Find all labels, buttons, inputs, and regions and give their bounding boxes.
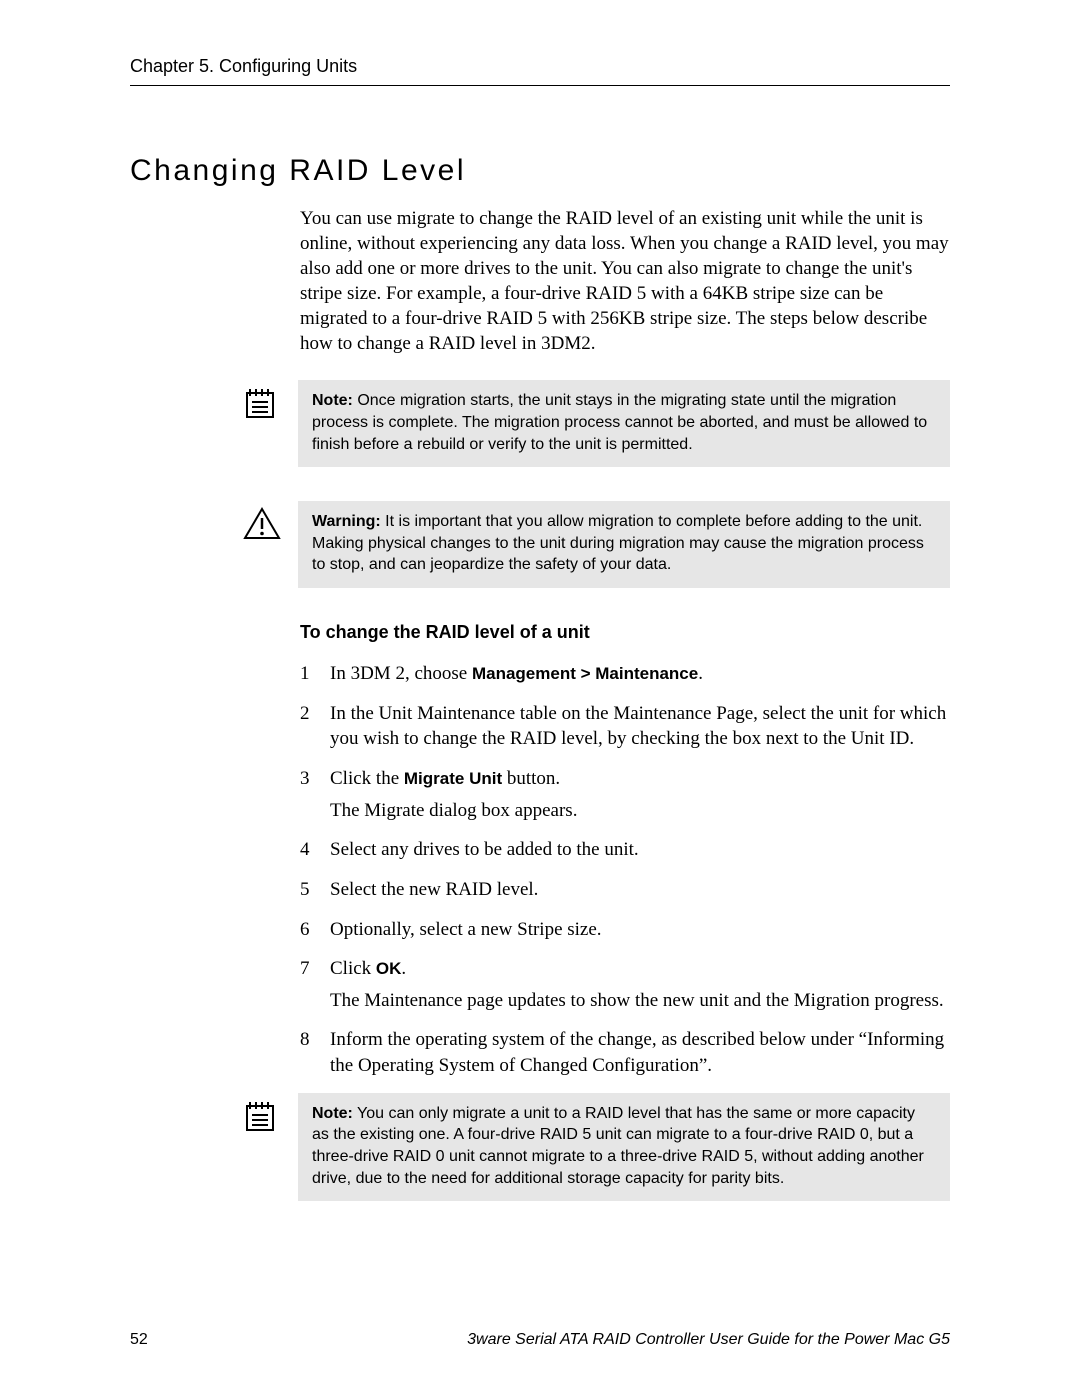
- step-number: 8: [300, 1027, 330, 1078]
- step-text: Click the: [330, 768, 404, 789]
- step-text: Select the new RAID level.: [330, 877, 950, 903]
- intro-paragraph: You can use migrate to change the RAID l…: [300, 206, 950, 356]
- procedure-heading: To change the RAID level of a unit: [300, 622, 950, 643]
- warning-icon: [240, 501, 284, 541]
- step: 7 Click OK. The Maintenance page updates…: [300, 956, 950, 1013]
- running-head: Chapter 5. Configuring Units: [130, 56, 950, 86]
- step-text: Inform the operating system of the chang…: [330, 1027, 950, 1078]
- step-text: Optionally, select a new Stripe size.: [330, 917, 950, 943]
- step-text: In the Unit Maintenance table on the Mai…: [330, 701, 950, 752]
- step-text: Select any drives to be added to the uni…: [330, 837, 950, 863]
- note-text: Once migration starts, the unit stays in…: [312, 392, 927, 452]
- procedure-steps: 1 In 3DM 2, choose Management > Maintena…: [300, 661, 950, 1079]
- warning-text: It is important that you allow migration…: [312, 513, 924, 573]
- step: 5 Select the new RAID level.: [300, 877, 950, 903]
- step-bold: Migrate Unit: [404, 769, 502, 788]
- step-bold: OK: [376, 959, 402, 978]
- step-number: 7: [300, 956, 330, 1013]
- page-number: 52: [130, 1331, 148, 1349]
- step-number: 2: [300, 701, 330, 752]
- step-bold: Management > Maintenance: [472, 664, 698, 683]
- warning-callout: Warning: It is important that you allow …: [240, 501, 950, 588]
- note-box: Note: You can only migrate a unit to a R…: [298, 1093, 950, 1201]
- step: 1 In 3DM 2, choose Management > Maintena…: [300, 661, 950, 687]
- step-after: The Maintenance page updates to show the…: [330, 988, 950, 1014]
- note-callout: Note: You can only migrate a unit to a R…: [240, 1093, 950, 1201]
- warning-label: Warning:: [312, 513, 381, 530]
- step-after: The Migrate dialog box appears.: [330, 798, 950, 824]
- note-label: Note:: [312, 1105, 353, 1122]
- note-label: Note:: [312, 392, 353, 409]
- step-text: button.: [502, 768, 560, 789]
- step: 3 Click the Migrate Unit button. The Mig…: [300, 766, 950, 823]
- step: 6 Optionally, select a new Stripe size.: [300, 917, 950, 943]
- step-text: Click: [330, 958, 376, 979]
- step-number: 5: [300, 877, 330, 903]
- note-icon: [240, 380, 284, 420]
- book-title: 3ware Serial ATA RAID Controller User Gu…: [467, 1331, 950, 1349]
- step: 2 In the Unit Maintenance table on the M…: [300, 701, 950, 752]
- step-number: 3: [300, 766, 330, 823]
- note-text: You can only migrate a unit to a RAID le…: [312, 1105, 924, 1187]
- step: 8 Inform the operating system of the cha…: [300, 1027, 950, 1078]
- step-text: In 3DM 2, choose: [330, 663, 472, 684]
- step-number: 6: [300, 917, 330, 943]
- step-text: .: [698, 663, 703, 684]
- section-title: Changing RAID Level: [130, 154, 950, 188]
- step-number: 1: [300, 661, 330, 687]
- note-icon: [240, 1093, 284, 1133]
- step-text: .: [401, 958, 406, 979]
- step: 4 Select any drives to be added to the u…: [300, 837, 950, 863]
- step-number: 4: [300, 837, 330, 863]
- warning-box: Warning: It is important that you allow …: [298, 501, 950, 588]
- note-callout: Note: Once migration starts, the unit st…: [240, 380, 950, 467]
- note-box: Note: Once migration starts, the unit st…: [298, 380, 950, 467]
